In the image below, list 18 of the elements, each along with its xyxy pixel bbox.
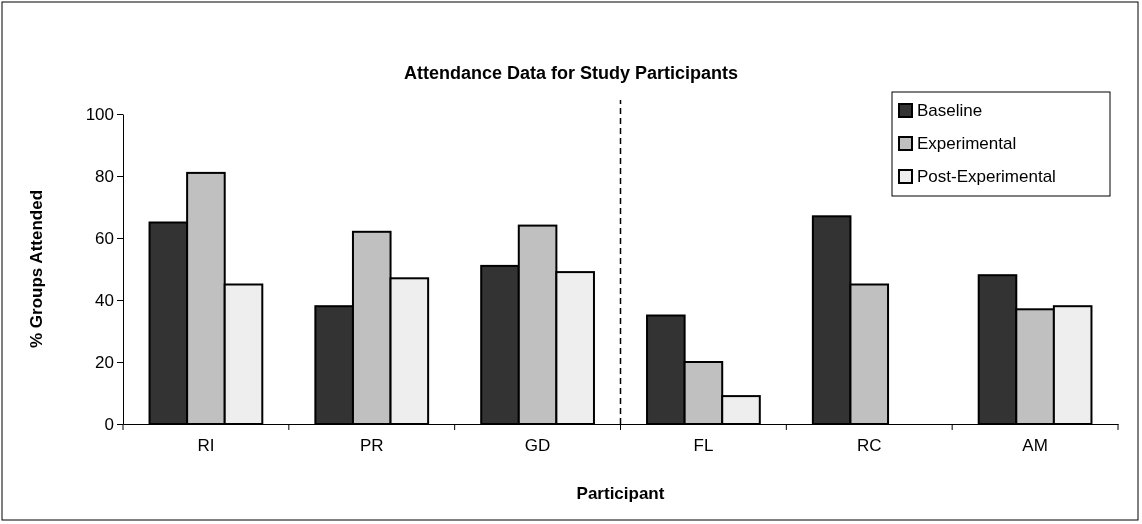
y-tick-label: 60 — [95, 228, 114, 248]
y-tick-label: 40 — [95, 290, 114, 310]
legend-label: Post-Experimental — [917, 167, 1056, 186]
x-axis-title: Participant — [576, 484, 665, 503]
legend-label: Baseline — [917, 101, 983, 120]
x-tick-label: PR — [359, 436, 384, 456]
y-tick-label: 0 — [104, 414, 114, 434]
x-tick-label: RC — [856, 436, 882, 456]
y-tick-label: 20 — [95, 352, 114, 372]
x-tick-label: GD — [524, 436, 551, 456]
legend-label: Experimental — [917, 134, 1017, 153]
x-tick-label: AM — [1022, 436, 1048, 456]
y-axis-title: % Groups Attended — [27, 189, 46, 349]
x-tick-label: RI — [197, 436, 215, 456]
x-tick-label: FL — [693, 436, 714, 456]
y-tick-label: 80 — [95, 166, 114, 186]
y-tick-label: 100 — [85, 104, 114, 124]
chart-title: Attendance Data for Study Participants — [403, 63, 739, 83]
